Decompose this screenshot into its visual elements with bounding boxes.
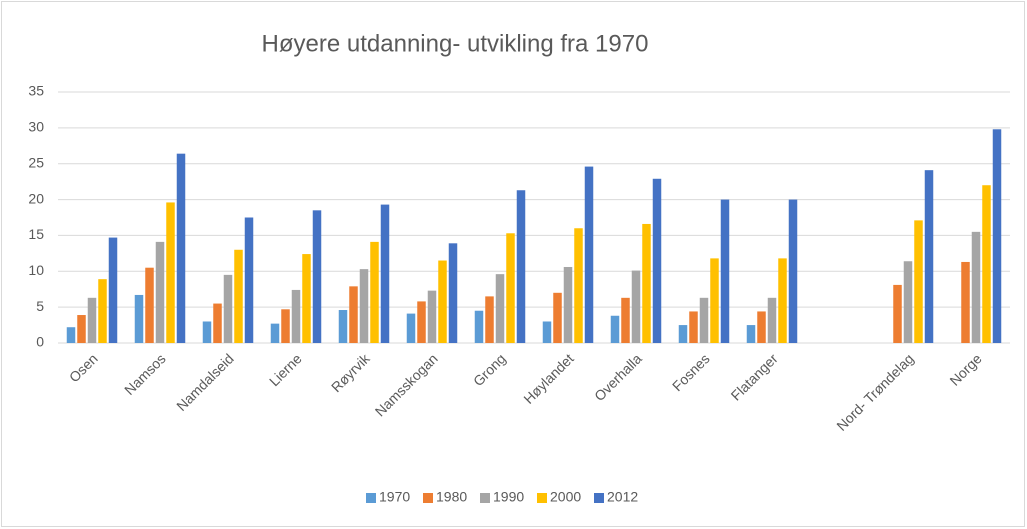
y-tick-label: 25 bbox=[28, 154, 44, 170]
legend-swatch bbox=[366, 493, 376, 503]
y-tick-label: 30 bbox=[28, 119, 44, 135]
bar bbox=[155, 241, 165, 343]
bar bbox=[77, 315, 86, 343]
bar bbox=[66, 327, 76, 343]
bar bbox=[98, 279, 107, 343]
legend-label: 1980 bbox=[436, 489, 467, 505]
y-tick-label: 15 bbox=[28, 226, 44, 242]
bar bbox=[767, 297, 777, 343]
bar bbox=[448, 243, 458, 343]
bar bbox=[642, 223, 651, 343]
bar bbox=[202, 321, 212, 343]
bar bbox=[406, 313, 416, 343]
y-tick-label: 10 bbox=[28, 262, 44, 278]
bar bbox=[438, 260, 447, 343]
bar bbox=[485, 296, 494, 343]
bar bbox=[720, 199, 730, 343]
bar bbox=[134, 294, 144, 343]
bar bbox=[903, 261, 913, 343]
bar bbox=[992, 129, 1002, 343]
bar bbox=[788, 199, 798, 343]
bar bbox=[746, 325, 756, 343]
bar bbox=[349, 286, 358, 343]
y-tick-label: 0 bbox=[36, 334, 44, 350]
bar bbox=[87, 297, 97, 343]
bar bbox=[631, 270, 641, 343]
legend-swatch bbox=[594, 493, 604, 503]
bar bbox=[699, 297, 709, 343]
bar bbox=[689, 311, 698, 343]
chart-title: Høyere utdanning- utvikling fra 1970 bbox=[262, 30, 649, 57]
bar bbox=[914, 220, 923, 343]
bar bbox=[757, 311, 766, 343]
bar bbox=[924, 170, 934, 343]
bar bbox=[652, 178, 662, 343]
bar bbox=[213, 303, 222, 343]
bar bbox=[474, 310, 484, 343]
bar bbox=[145, 267, 154, 343]
bar bbox=[961, 261, 970, 343]
bar bbox=[176, 153, 186, 343]
bar bbox=[495, 274, 505, 343]
legend-swatch bbox=[537, 493, 547, 503]
y-tick-label: 35 bbox=[28, 83, 44, 99]
bar bbox=[281, 309, 290, 343]
bar bbox=[778, 258, 787, 343]
legend-label: 1990 bbox=[493, 489, 524, 505]
legend-swatch bbox=[480, 493, 490, 503]
legend-label: 1970 bbox=[379, 489, 410, 505]
bar bbox=[223, 274, 233, 343]
bar bbox=[108, 237, 118, 343]
bar bbox=[244, 217, 254, 343]
bar bbox=[380, 204, 390, 343]
bar bbox=[584, 166, 594, 343]
bar bbox=[506, 233, 515, 343]
bar bbox=[338, 310, 348, 343]
bar bbox=[553, 292, 562, 343]
y-tick-label: 20 bbox=[28, 190, 44, 206]
bar bbox=[710, 258, 719, 343]
bar bbox=[574, 228, 583, 343]
bar bbox=[427, 290, 437, 343]
legend-label: 2000 bbox=[550, 489, 581, 505]
bar bbox=[563, 266, 573, 343]
bar bbox=[893, 284, 902, 343]
bar bbox=[270, 323, 280, 343]
legend-label: 2012 bbox=[607, 489, 638, 505]
bar bbox=[621, 297, 630, 343]
bar bbox=[417, 301, 426, 343]
bar bbox=[234, 249, 243, 343]
bar bbox=[982, 185, 991, 343]
bar bbox=[312, 210, 322, 343]
legend-swatch bbox=[423, 493, 433, 503]
y-tick-label: 5 bbox=[36, 298, 44, 314]
bar bbox=[971, 231, 981, 343]
bar bbox=[166, 202, 175, 343]
bar bbox=[302, 254, 311, 343]
bar bbox=[291, 289, 301, 343]
bar bbox=[542, 321, 552, 343]
bar bbox=[370, 241, 379, 343]
bar bbox=[678, 325, 688, 343]
bar bbox=[359, 269, 369, 343]
bar bbox=[516, 190, 526, 343]
bar bbox=[610, 315, 620, 343]
